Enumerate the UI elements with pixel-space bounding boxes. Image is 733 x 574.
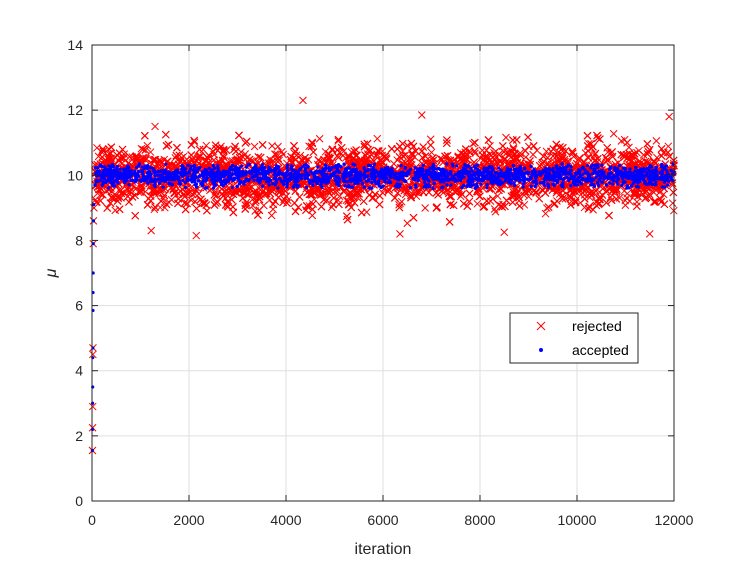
grid — [92, 45, 674, 501]
rejected-point — [315, 134, 324, 143]
rejected-point — [267, 211, 276, 220]
rejected-point — [342, 196, 351, 205]
rejected-point — [279, 150, 287, 159]
rejected-point — [473, 199, 482, 208]
rejected-point — [111, 206, 120, 215]
rejected-point — [150, 205, 159, 214]
rejected-point — [426, 135, 435, 144]
rejected-point — [421, 204, 430, 212]
rejected-point — [529, 150, 537, 159]
rejected-point — [250, 142, 259, 151]
rejected-point — [146, 148, 155, 156]
rejected-point — [134, 188, 143, 197]
rejected-point — [652, 136, 661, 145]
rejected-point — [497, 185, 506, 193]
rejected-point — [395, 200, 403, 209]
rejected-point — [249, 201, 257, 210]
rejected-point — [625, 143, 633, 152]
rejected-point — [373, 134, 382, 143]
rejected-point — [664, 142, 673, 151]
rejected-point — [97, 190, 105, 199]
rejected-point — [486, 142, 494, 150]
rejected-point — [347, 148, 356, 156]
rejected-point — [469, 139, 477, 148]
rejected-point — [251, 198, 259, 207]
rejected-point — [609, 129, 618, 138]
rejected-point — [143, 141, 152, 150]
rejected-point — [199, 145, 208, 154]
rejected-point — [520, 200, 529, 209]
rejected-point — [403, 219, 412, 228]
rejected-point — [493, 192, 502, 200]
rejected-point — [323, 196, 331, 205]
rejected-point — [621, 201, 630, 210]
rejected-point — [655, 188, 664, 197]
rejected-point — [633, 148, 641, 157]
rejected-point — [274, 142, 282, 151]
rejected-point — [456, 192, 465, 201]
rejected-point — [202, 141, 211, 150]
rejected-point — [334, 137, 343, 145]
rejected-point — [471, 149, 479, 158]
rejected-point — [668, 199, 677, 208]
rejected-point — [584, 139, 593, 148]
rejected-point — [308, 211, 317, 220]
rejected-point — [543, 204, 551, 212]
rejected-point — [502, 133, 510, 142]
rejected-point — [622, 193, 631, 202]
